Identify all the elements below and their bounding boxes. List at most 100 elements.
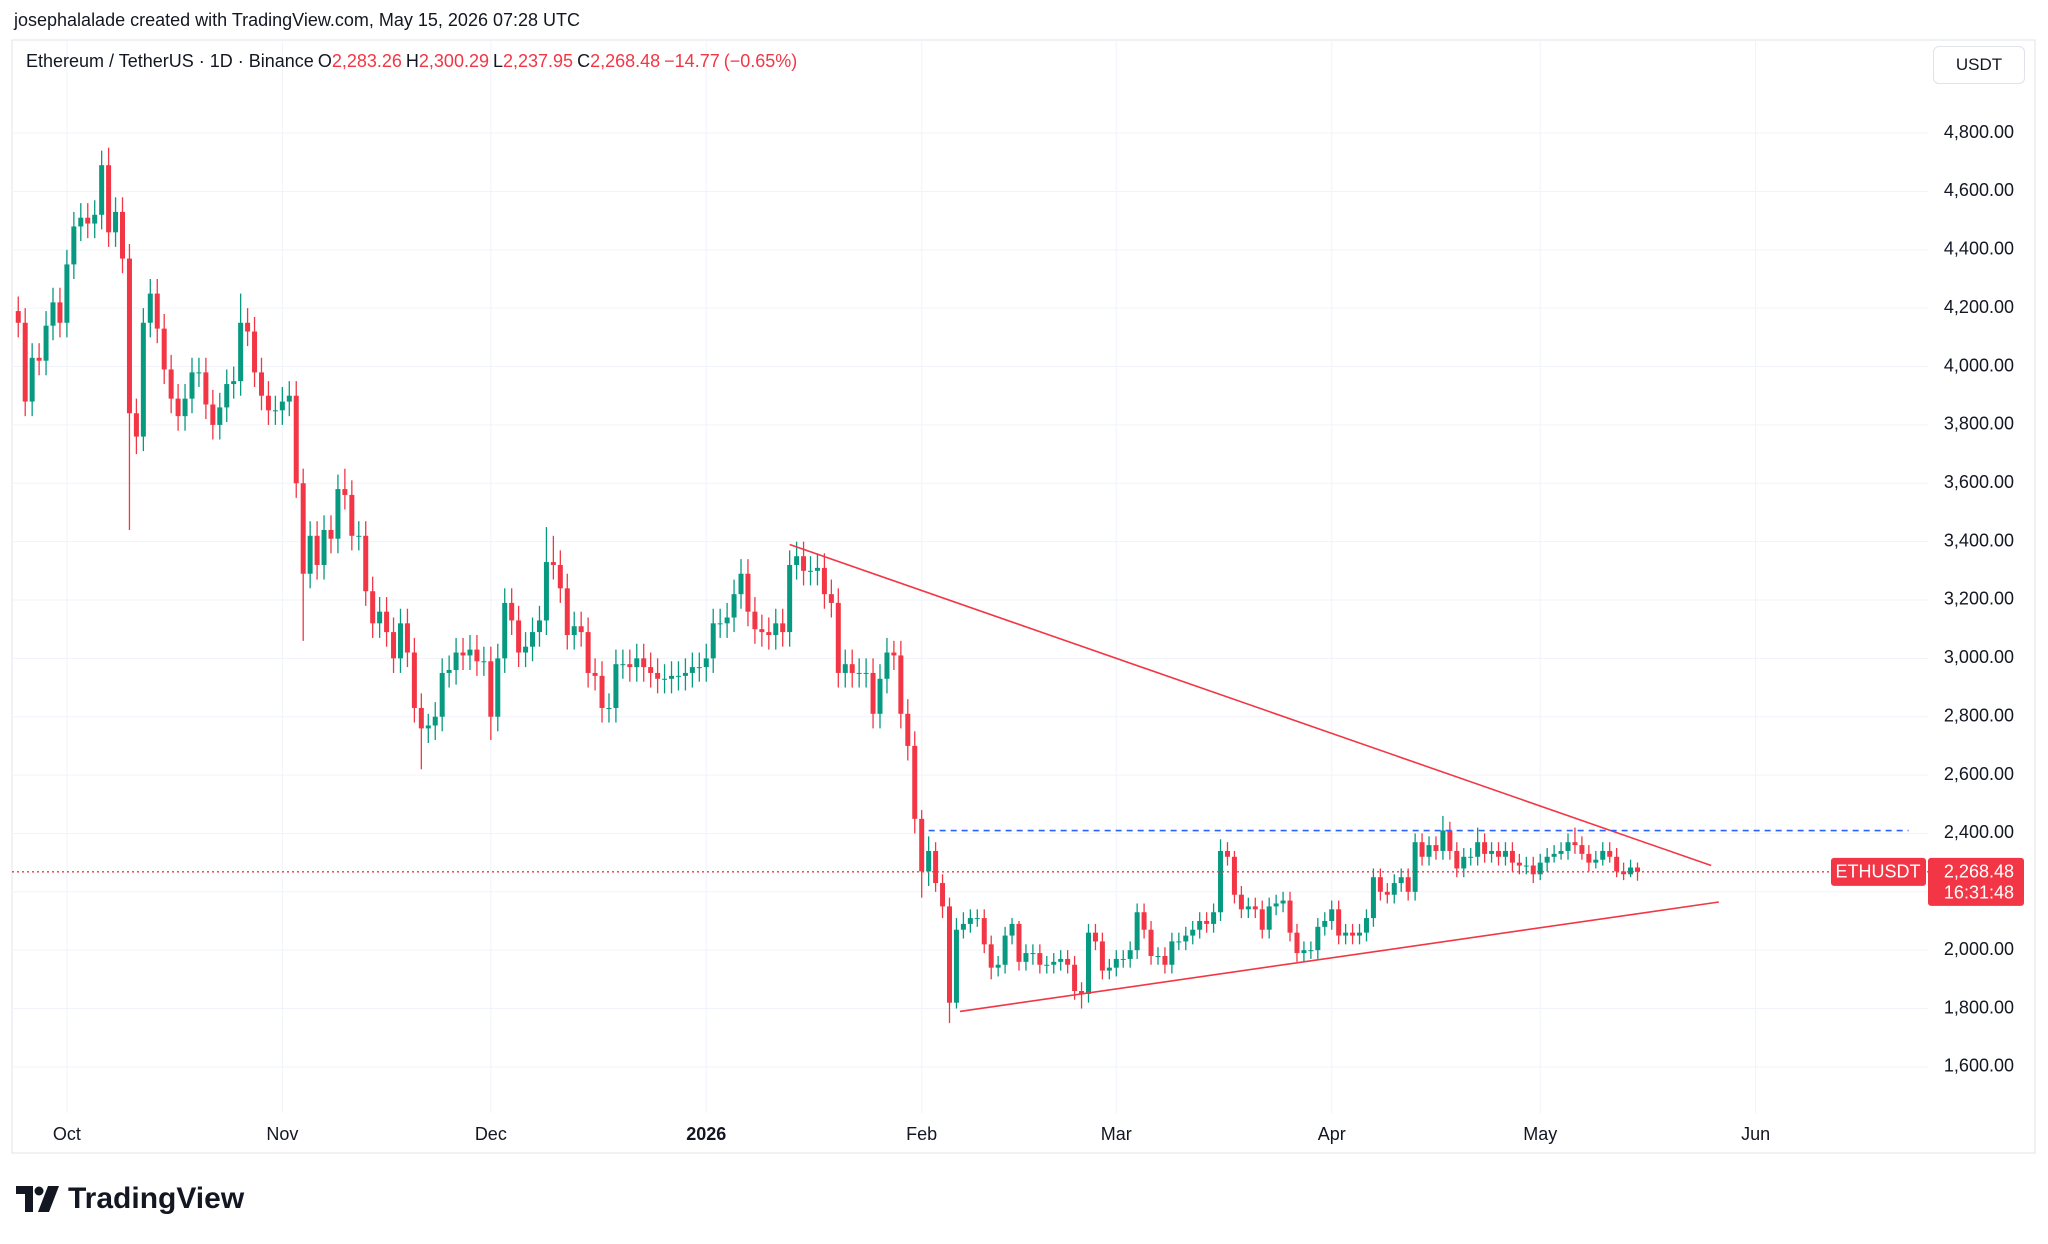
candle-body	[425, 725, 431, 729]
candle-body	[1426, 845, 1432, 857]
candle-body	[189, 372, 195, 399]
legend: Ethereum / TetherUS · 1D · Binance O2,283…	[26, 51, 801, 72]
candle-body	[57, 302, 63, 323]
candle-body	[745, 573, 751, 612]
candle-body	[717, 623, 723, 625]
candle-body	[203, 372, 209, 405]
candle-body	[509, 602, 515, 621]
y-tick-label: 1,600.00	[1944, 1056, 2014, 1076]
candle-body	[36, 357, 42, 361]
candle-body	[1600, 850, 1606, 860]
candle-body	[1051, 961, 1057, 965]
candle-body	[752, 611, 758, 630]
candle-body	[842, 664, 848, 673]
candle-body	[1558, 850, 1564, 854]
logo-text: TradingView	[68, 1182, 245, 1215]
candle-body	[1315, 926, 1321, 951]
candle-body	[265, 395, 271, 411]
candle-body	[655, 672, 661, 679]
candle-body	[634, 658, 640, 668]
candle-body	[1384, 891, 1390, 895]
change-pct: (−0.65%)	[723, 51, 798, 71]
candle-body	[696, 667, 702, 669]
currency-button[interactable]: USDT	[1933, 46, 2025, 84]
y-tick-label: 4,400.00	[1944, 239, 2014, 259]
candle-body	[356, 535, 362, 537]
candle-body	[1461, 856, 1467, 869]
candle-body	[314, 535, 320, 565]
candle-body	[335, 489, 341, 539]
candle-body	[953, 929, 959, 1003]
ohlc-key: C	[577, 51, 591, 71]
candle-body	[835, 602, 841, 673]
y-tick-label: 2,000.00	[1944, 939, 2014, 959]
candle-body	[1162, 956, 1168, 965]
candle-body	[710, 623, 716, 659]
candle-body	[1628, 867, 1634, 875]
candle-body	[1586, 853, 1592, 863]
x-tick-label: Jun	[1741, 1124, 1770, 1144]
candle-body	[92, 214, 98, 224]
candle-body	[1224, 850, 1230, 857]
candle-body	[766, 632, 772, 636]
candle-body	[1016, 923, 1022, 962]
candle-body	[1072, 964, 1078, 992]
candle-body	[530, 632, 536, 647]
candle-body	[502, 602, 508, 659]
candle-body	[905, 713, 911, 746]
candle-body	[1565, 842, 1571, 851]
candle-body	[1363, 918, 1369, 933]
candle-body	[1030, 953, 1036, 955]
candle-body	[1155, 956, 1161, 958]
candle-body	[1092, 932, 1098, 942]
attribution: josephalalade created with TradingView.c…	[14, 10, 580, 30]
candle-body	[154, 293, 160, 329]
candle-body	[307, 535, 313, 574]
candle-body	[1377, 877, 1383, 892]
candle-body	[794, 556, 800, 565]
candle-body	[279, 401, 285, 411]
candle-body	[1370, 877, 1376, 919]
x-tick-label: May	[1523, 1124, 1557, 1144]
candle-body	[175, 398, 181, 417]
candle-body	[946, 906, 952, 1003]
candle-body	[1301, 950, 1307, 954]
candle-body	[828, 594, 834, 603]
candle-body	[1231, 856, 1237, 895]
candle-body	[119, 211, 125, 259]
candle-body	[731, 594, 737, 618]
candle-body	[245, 322, 251, 332]
candle-body	[926, 850, 932, 872]
candle-body	[1551, 853, 1557, 857]
candle-body	[168, 369, 174, 399]
candle-body	[1336, 909, 1342, 936]
candle-body	[1482, 842, 1488, 854]
ohlc-key: O	[317, 51, 332, 71]
candle-body	[523, 646, 529, 653]
candle-body	[641, 658, 647, 668]
change: −14.77	[664, 51, 720, 71]
candle-body	[1099, 941, 1105, 971]
candle-body	[182, 398, 188, 417]
candle-body	[1614, 856, 1620, 872]
candle-body	[780, 623, 786, 633]
y-tick-label: 4,600.00	[1944, 180, 2014, 200]
candle-body	[1259, 909, 1265, 930]
candle-body	[682, 672, 688, 676]
candle-body	[863, 672, 869, 674]
candle-body	[940, 883, 946, 907]
candle-body	[1273, 903, 1279, 907]
candle-body	[29, 357, 35, 402]
candle-body	[293, 395, 299, 484]
candle-body	[439, 672, 445, 717]
candle-body	[272, 410, 278, 412]
candle-body	[1183, 935, 1189, 942]
symbol-title: Ethereum / TetherUS · 1D · Binance	[26, 51, 314, 71]
candle-body	[106, 165, 112, 233]
candle-body	[662, 678, 668, 680]
candle-body	[1190, 929, 1196, 936]
candle-body	[22, 322, 28, 402]
candle-body	[404, 623, 410, 653]
candle-body	[1350, 932, 1356, 936]
candle-body	[536, 620, 542, 633]
